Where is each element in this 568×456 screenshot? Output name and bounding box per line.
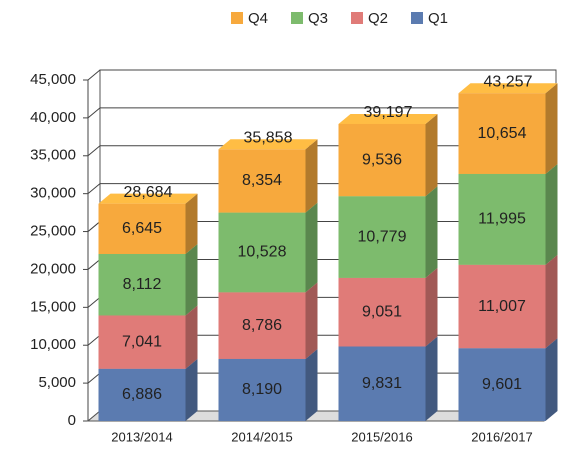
bar-side — [305, 348, 318, 421]
bar-side — [185, 358, 198, 421]
bar-top — [218, 139, 318, 150]
bar-side — [425, 267, 438, 347]
bar — [458, 348, 546, 421]
bar-side — [425, 186, 438, 278]
y-tick-label: 0 — [68, 412, 76, 429]
value-label: 9,601 — [482, 376, 522, 393]
legend-label: Q3 — [308, 10, 328, 27]
bar — [338, 346, 426, 421]
total-label: 35,858 — [244, 129, 293, 146]
bar-side — [185, 305, 198, 369]
y-tick-label: 10,000 — [30, 336, 76, 353]
bar-side — [425, 336, 438, 421]
value-label: 10,779 — [358, 228, 407, 245]
bar — [218, 212, 306, 293]
y-tick-label: 45,000 — [30, 71, 76, 88]
bar-side — [305, 282, 318, 359]
legend-swatch — [351, 12, 363, 24]
bar — [458, 264, 546, 349]
bar — [218, 149, 306, 213]
y-tick-label: 15,000 — [30, 298, 76, 315]
bar-top — [338, 113, 438, 124]
bar — [98, 315, 186, 369]
value-label: 10,528 — [238, 244, 287, 261]
bar-side — [545, 163, 558, 265]
bar — [98, 203, 186, 254]
bar — [458, 93, 546, 174]
x-tick-label: 2014/2015 — [231, 429, 292, 444]
total-label: 43,257 — [484, 73, 533, 90]
legend-label: Q2 — [368, 10, 388, 27]
value-label: 6,645 — [122, 220, 162, 237]
legend-swatch — [231, 12, 243, 24]
value-label: 9,831 — [362, 375, 402, 392]
bar-top — [98, 193, 198, 204]
bar-side — [425, 113, 438, 197]
total-label: 39,197 — [364, 104, 413, 121]
value-label: 8,354 — [242, 172, 282, 189]
x-tick-label: 2013/2014 — [111, 429, 172, 444]
value-label: 9,536 — [362, 151, 402, 168]
bar — [98, 253, 186, 316]
x-tick-label: 2016/2017 — [471, 429, 532, 444]
y-tick-label: 5,000 — [38, 374, 76, 391]
value-label: 8,112 — [123, 276, 162, 293]
value-label: 8,786 — [242, 317, 282, 334]
bar-side — [305, 139, 318, 213]
bar — [338, 196, 426, 278]
bar-top — [458, 83, 558, 94]
y-tick-label: 25,000 — [30, 223, 76, 240]
bar-side — [305, 202, 318, 293]
bar — [458, 173, 546, 265]
total-label: 28,684 — [124, 184, 173, 201]
y-tick-label: 40,000 — [30, 109, 76, 126]
grid-line — [87, 107, 556, 119]
bar-side — [185, 193, 198, 254]
y-tick-label: 20,000 — [30, 260, 76, 277]
bar — [218, 292, 306, 359]
bar-side — [545, 338, 558, 421]
bar-side — [185, 243, 198, 316]
bar — [98, 368, 186, 421]
grid-line — [87, 69, 556, 81]
value-label: 11,995 — [478, 211, 526, 228]
value-label: 9,051 — [362, 303, 402, 320]
bar — [218, 358, 306, 421]
legend-swatch — [291, 12, 303, 24]
legend-label: Q4 — [248, 10, 268, 27]
legend-swatch — [411, 12, 423, 24]
bar-side — [545, 83, 558, 174]
legend-label: Q1 — [428, 10, 448, 27]
value-label: 11,007 — [478, 298, 526, 315]
value-label: 10,654 — [478, 125, 527, 142]
value-label: 7,041 — [122, 333, 162, 350]
value-label: 8,190 — [242, 381, 282, 398]
bar — [338, 277, 426, 347]
bar — [338, 123, 426, 197]
y-tick-label: 30,000 — [30, 185, 76, 202]
bar-side — [545, 254, 558, 349]
y-tick-label: 35,000 — [30, 147, 76, 164]
x-tick-label: 2015/2016 — [351, 429, 412, 444]
value-label: 6,886 — [122, 386, 162, 403]
